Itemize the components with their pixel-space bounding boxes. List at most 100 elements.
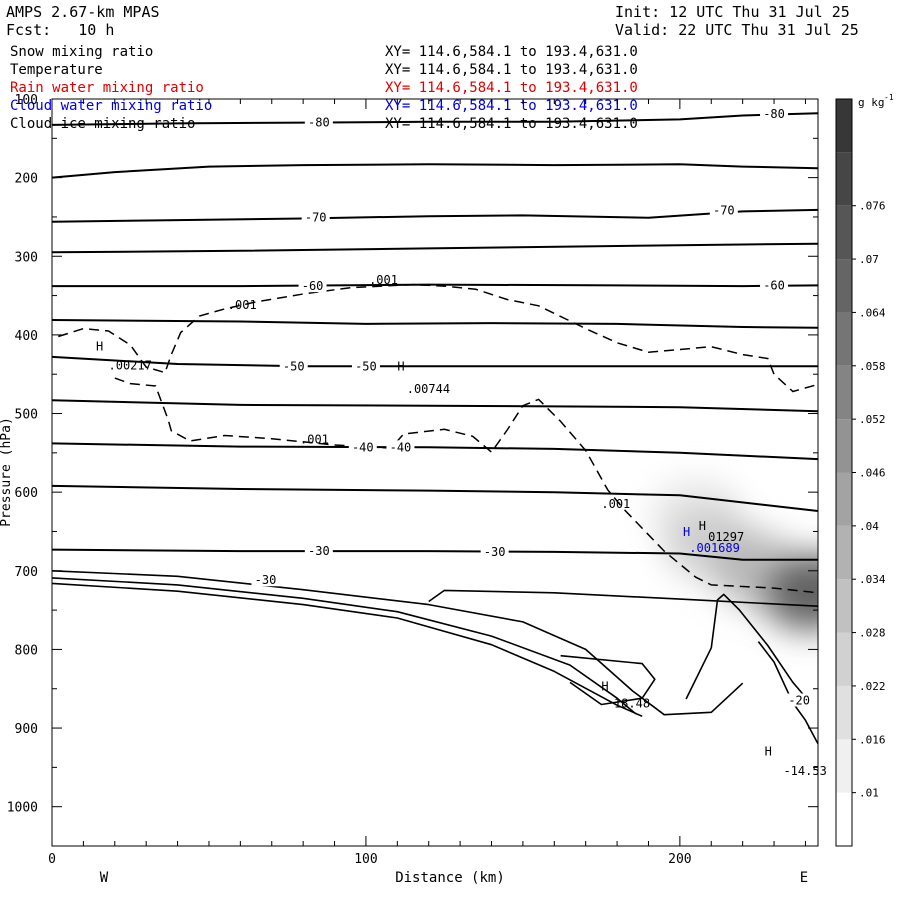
field-range: XY= 114.6,584.1 to 193.4,631.0 xyxy=(385,62,638,78)
colorbar-label: .022 xyxy=(859,680,886,693)
temperature-contour xyxy=(52,242,818,254)
temperature-contour xyxy=(52,355,818,368)
extremum-label: H xyxy=(96,340,103,354)
contour-label-bg xyxy=(760,278,789,292)
field-name: Cloud water mixing ratio xyxy=(10,98,213,114)
colorbar-segment xyxy=(836,365,852,420)
colorbar-segment xyxy=(836,792,852,846)
cloud-ice-contour xyxy=(58,283,818,393)
temperature-contour xyxy=(52,548,818,561)
colorbar-segment xyxy=(836,312,852,366)
colorbar-label: .01 xyxy=(859,787,879,800)
field-name: Temperature xyxy=(10,62,103,78)
init-time: Init: 12 UTC Thu 31 Jul 25 xyxy=(615,3,850,21)
contour-label: -80 xyxy=(763,107,785,121)
contour-label-bg xyxy=(301,210,330,224)
contour-label: -80 xyxy=(308,116,330,130)
contour-label: -30 xyxy=(308,544,330,558)
x-axis-label: Distance (km) xyxy=(395,870,505,886)
y-tick-label: 400 xyxy=(15,329,38,344)
y-tick-label: 1000 xyxy=(7,801,38,816)
colorbar-label: .052 xyxy=(859,413,886,426)
y-tick-label: 900 xyxy=(15,722,38,737)
field-name: Rain water mixing ratio xyxy=(10,80,204,96)
temperature-contour xyxy=(52,208,818,223)
extremum-label: 01297 xyxy=(708,530,744,544)
x-tick-label: 100 xyxy=(354,852,377,867)
contour-label-bg xyxy=(279,359,308,373)
colorbar-label: .07 xyxy=(859,253,879,266)
shading-blur-group xyxy=(649,477,818,633)
contour-label: -60 xyxy=(763,278,785,292)
contour-label: -30 xyxy=(255,573,277,587)
temperature-contour xyxy=(52,163,818,179)
contour-label-bg xyxy=(480,544,509,558)
contour-label: -70 xyxy=(305,211,327,225)
field-name: Snow mixing ratio xyxy=(10,44,154,60)
extremum-label: H xyxy=(683,525,690,539)
isotherm-contour xyxy=(52,570,744,716)
extremum-label: .001 xyxy=(369,273,398,287)
isotherm-contour xyxy=(428,589,818,607)
contour-labels: -80 -80 -70 -70 -60 -60 -50 -50 -40 -40 -30 -30 -30 -… xyxy=(96,106,827,778)
y-tick-label: 800 xyxy=(15,643,38,658)
contour-label-bg xyxy=(709,203,738,217)
colorbar-segment xyxy=(836,739,852,793)
temperature-contour xyxy=(52,442,818,461)
extremum-label: .001 xyxy=(300,432,329,446)
colorbar-label: .016 xyxy=(859,733,886,746)
contour-label-bg xyxy=(785,693,814,707)
isotherm-contour xyxy=(52,577,637,715)
temperature-contour xyxy=(52,484,818,512)
colorbar-segment xyxy=(836,259,852,313)
contour-label: -20 xyxy=(788,694,810,708)
y-tick-label: 500 xyxy=(15,408,38,423)
y-axis-label: Pressure (hPa) xyxy=(0,417,14,527)
contour-label-bg xyxy=(304,544,333,558)
field-range: XY= 114.6,584.1 to 193.4,631.0 xyxy=(385,44,638,60)
field-range: XY= 114.6,584.1 to 193.4,631.0 xyxy=(385,80,638,96)
valid-time: Valid: 22 UTC Thu 31 Jul 25 xyxy=(615,21,859,39)
contour-label: -30 xyxy=(484,545,506,559)
extremum-label: H xyxy=(765,745,772,759)
contour-label: -60 xyxy=(302,279,324,293)
colorbar-unit: g kg xyxy=(858,96,885,109)
colorbar-segment xyxy=(836,632,852,686)
temperature-contour xyxy=(52,283,818,288)
contour-label-bg xyxy=(348,440,377,454)
colorbar-segment xyxy=(836,685,852,740)
contour-label-bg xyxy=(351,359,380,373)
colorbar-segment xyxy=(836,472,852,526)
extremum-label: .00217 xyxy=(109,358,152,372)
axes: 100 200 300 400 500 600 700 800 900 1000 0 100 200 Di… xyxy=(0,93,818,886)
contour-label: -40 xyxy=(390,440,412,454)
contour-layer xyxy=(52,112,818,745)
y-tick-label: 200 xyxy=(15,172,38,187)
contour-label-bg xyxy=(251,573,280,587)
colorbar-unit-exponent: -1 xyxy=(884,93,894,102)
colorbar-label: .058 xyxy=(859,360,886,373)
extremum-label: H xyxy=(397,359,404,373)
cloud-ice-contour xyxy=(114,377,818,594)
isotherm-contour xyxy=(560,654,656,706)
extremum-label: 18.48 xyxy=(614,697,650,711)
west-label: W xyxy=(100,870,109,886)
colorbar: .01 .016 .022 .028 .034 .04 .046 .052 .058 .064 .0… xyxy=(835,93,894,847)
contour-label-bg xyxy=(760,106,789,120)
extremum-label: .001689 xyxy=(689,541,740,555)
forecast-hour: Fcst: 10 h xyxy=(6,21,115,39)
x-tick-label: 200 xyxy=(668,852,691,867)
x-tick-label: 0 xyxy=(48,852,56,867)
colorbar-label: .064 xyxy=(859,306,886,319)
isotherm-contour xyxy=(52,582,643,718)
extremum-label: -14.53 xyxy=(783,764,826,778)
colorbar-label: .028 xyxy=(859,627,886,640)
field-range: XY= 114.6,584.1 to 193.4,631.0 xyxy=(385,98,638,114)
colorbar-label: .04 xyxy=(859,520,879,533)
colorbar-label: .076 xyxy=(859,200,886,213)
isotherm-contour xyxy=(685,593,813,706)
east-label: E xyxy=(800,870,808,886)
y-tick-label: 300 xyxy=(15,250,38,265)
colorbar-segment xyxy=(836,99,852,153)
colorbar-label: .046 xyxy=(859,467,886,480)
